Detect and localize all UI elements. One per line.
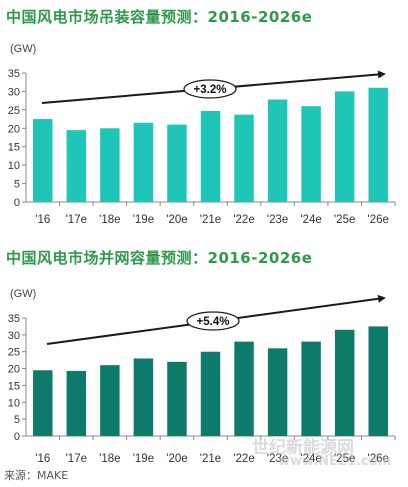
y-tick-label: 5 xyxy=(14,414,20,426)
bar-11 xyxy=(368,87,388,202)
bar-9 xyxy=(301,106,321,202)
x-tick-label: '22e xyxy=(233,214,254,226)
bar-9 xyxy=(301,341,321,436)
growth-rate-bubble xyxy=(186,311,240,331)
y-tick-label: 25 xyxy=(8,347,20,359)
bar-7 xyxy=(234,114,254,202)
bar-4 xyxy=(133,358,154,436)
y-tick-label: 35 xyxy=(8,313,20,325)
x-tick-label: '16 xyxy=(35,214,50,226)
bar-2 xyxy=(66,130,87,202)
x-tick-label: '19e xyxy=(133,214,154,226)
x-tick-label: '21e xyxy=(200,453,221,465)
x-tick-label: '21e xyxy=(200,214,221,226)
y-tick-label: 0 xyxy=(14,197,20,209)
y-tick-label: 35 xyxy=(8,68,20,80)
bar-6 xyxy=(200,110,221,202)
x-tick-label: '26e xyxy=(368,453,389,465)
chart-2-unit-label: (GW) xyxy=(10,288,36,300)
chart-1-title: 中国风电市场吊装容量预测：2016-2026e xyxy=(6,8,313,26)
source-note: 来源：MAKE xyxy=(4,469,69,482)
y-tick-label: 0 xyxy=(14,431,20,443)
x-tick-label: '23e xyxy=(267,453,288,465)
bar-7 xyxy=(234,341,254,436)
growth-rate-bubble xyxy=(183,79,237,99)
x-tick-label: '20e xyxy=(166,214,187,226)
y-tick-label: 5 xyxy=(14,179,20,191)
x-tick-label: '25e xyxy=(334,214,355,226)
x-tick-label: '17e xyxy=(66,214,87,226)
x-tick-label: '23e xyxy=(267,214,288,226)
bar-11 xyxy=(368,326,388,436)
y-tick-label: 20 xyxy=(8,123,20,135)
chart-1-unit-label: (GW) xyxy=(10,43,36,55)
bar-10 xyxy=(334,329,355,436)
growth-rate-label: +3.2% xyxy=(194,84,227,96)
y-tick-label: 30 xyxy=(8,86,20,98)
watermark-url: www.NE21.com xyxy=(278,454,392,469)
bar-6 xyxy=(200,351,221,436)
growth-rate-label: +5.4% xyxy=(197,316,230,328)
y-tick-label: 10 xyxy=(8,160,20,172)
watermark-text: 世纪新能源网 xyxy=(252,438,354,458)
x-tick-label: '26e xyxy=(368,214,389,226)
bar-2 xyxy=(66,370,87,436)
y-tick-label: 20 xyxy=(8,364,20,376)
x-tick-label: '24e xyxy=(300,214,321,226)
x-tick-label: '22e xyxy=(233,453,254,465)
bar-1 xyxy=(33,119,53,202)
x-tick-label: '20e xyxy=(166,453,187,465)
x-tick-label: '18e xyxy=(99,214,120,226)
x-tick-label: '16 xyxy=(35,453,50,465)
bar-1 xyxy=(33,370,53,436)
x-tick-label: '17e xyxy=(66,453,87,465)
bar-5 xyxy=(167,124,187,202)
bar-8 xyxy=(267,99,288,202)
bar-10 xyxy=(334,91,355,202)
x-tick-label: '25e xyxy=(334,453,355,465)
y-tick-label: 10 xyxy=(8,397,20,409)
bar-4 xyxy=(133,122,154,202)
y-tick-label: 15 xyxy=(8,380,20,392)
bar-3 xyxy=(100,365,120,436)
x-tick-label: '18e xyxy=(99,453,120,465)
y-tick-label: 15 xyxy=(8,142,20,154)
x-tick-label: '24e xyxy=(300,453,321,465)
y-tick-label: 30 xyxy=(8,330,20,342)
bar-5 xyxy=(167,361,187,436)
bar-3 xyxy=(100,128,120,202)
x-tick-label: '19e xyxy=(133,453,154,465)
chart-1: (GW) 0 5 10 15 20 25 30 35 '16 '17e '18e '19e '20e '21… xyxy=(8,43,396,226)
bar-8 xyxy=(267,348,288,436)
chart-2-title: 中国风电市场并网容量预测：2016-2026e xyxy=(6,249,313,267)
y-tick-label: 25 xyxy=(8,105,20,117)
